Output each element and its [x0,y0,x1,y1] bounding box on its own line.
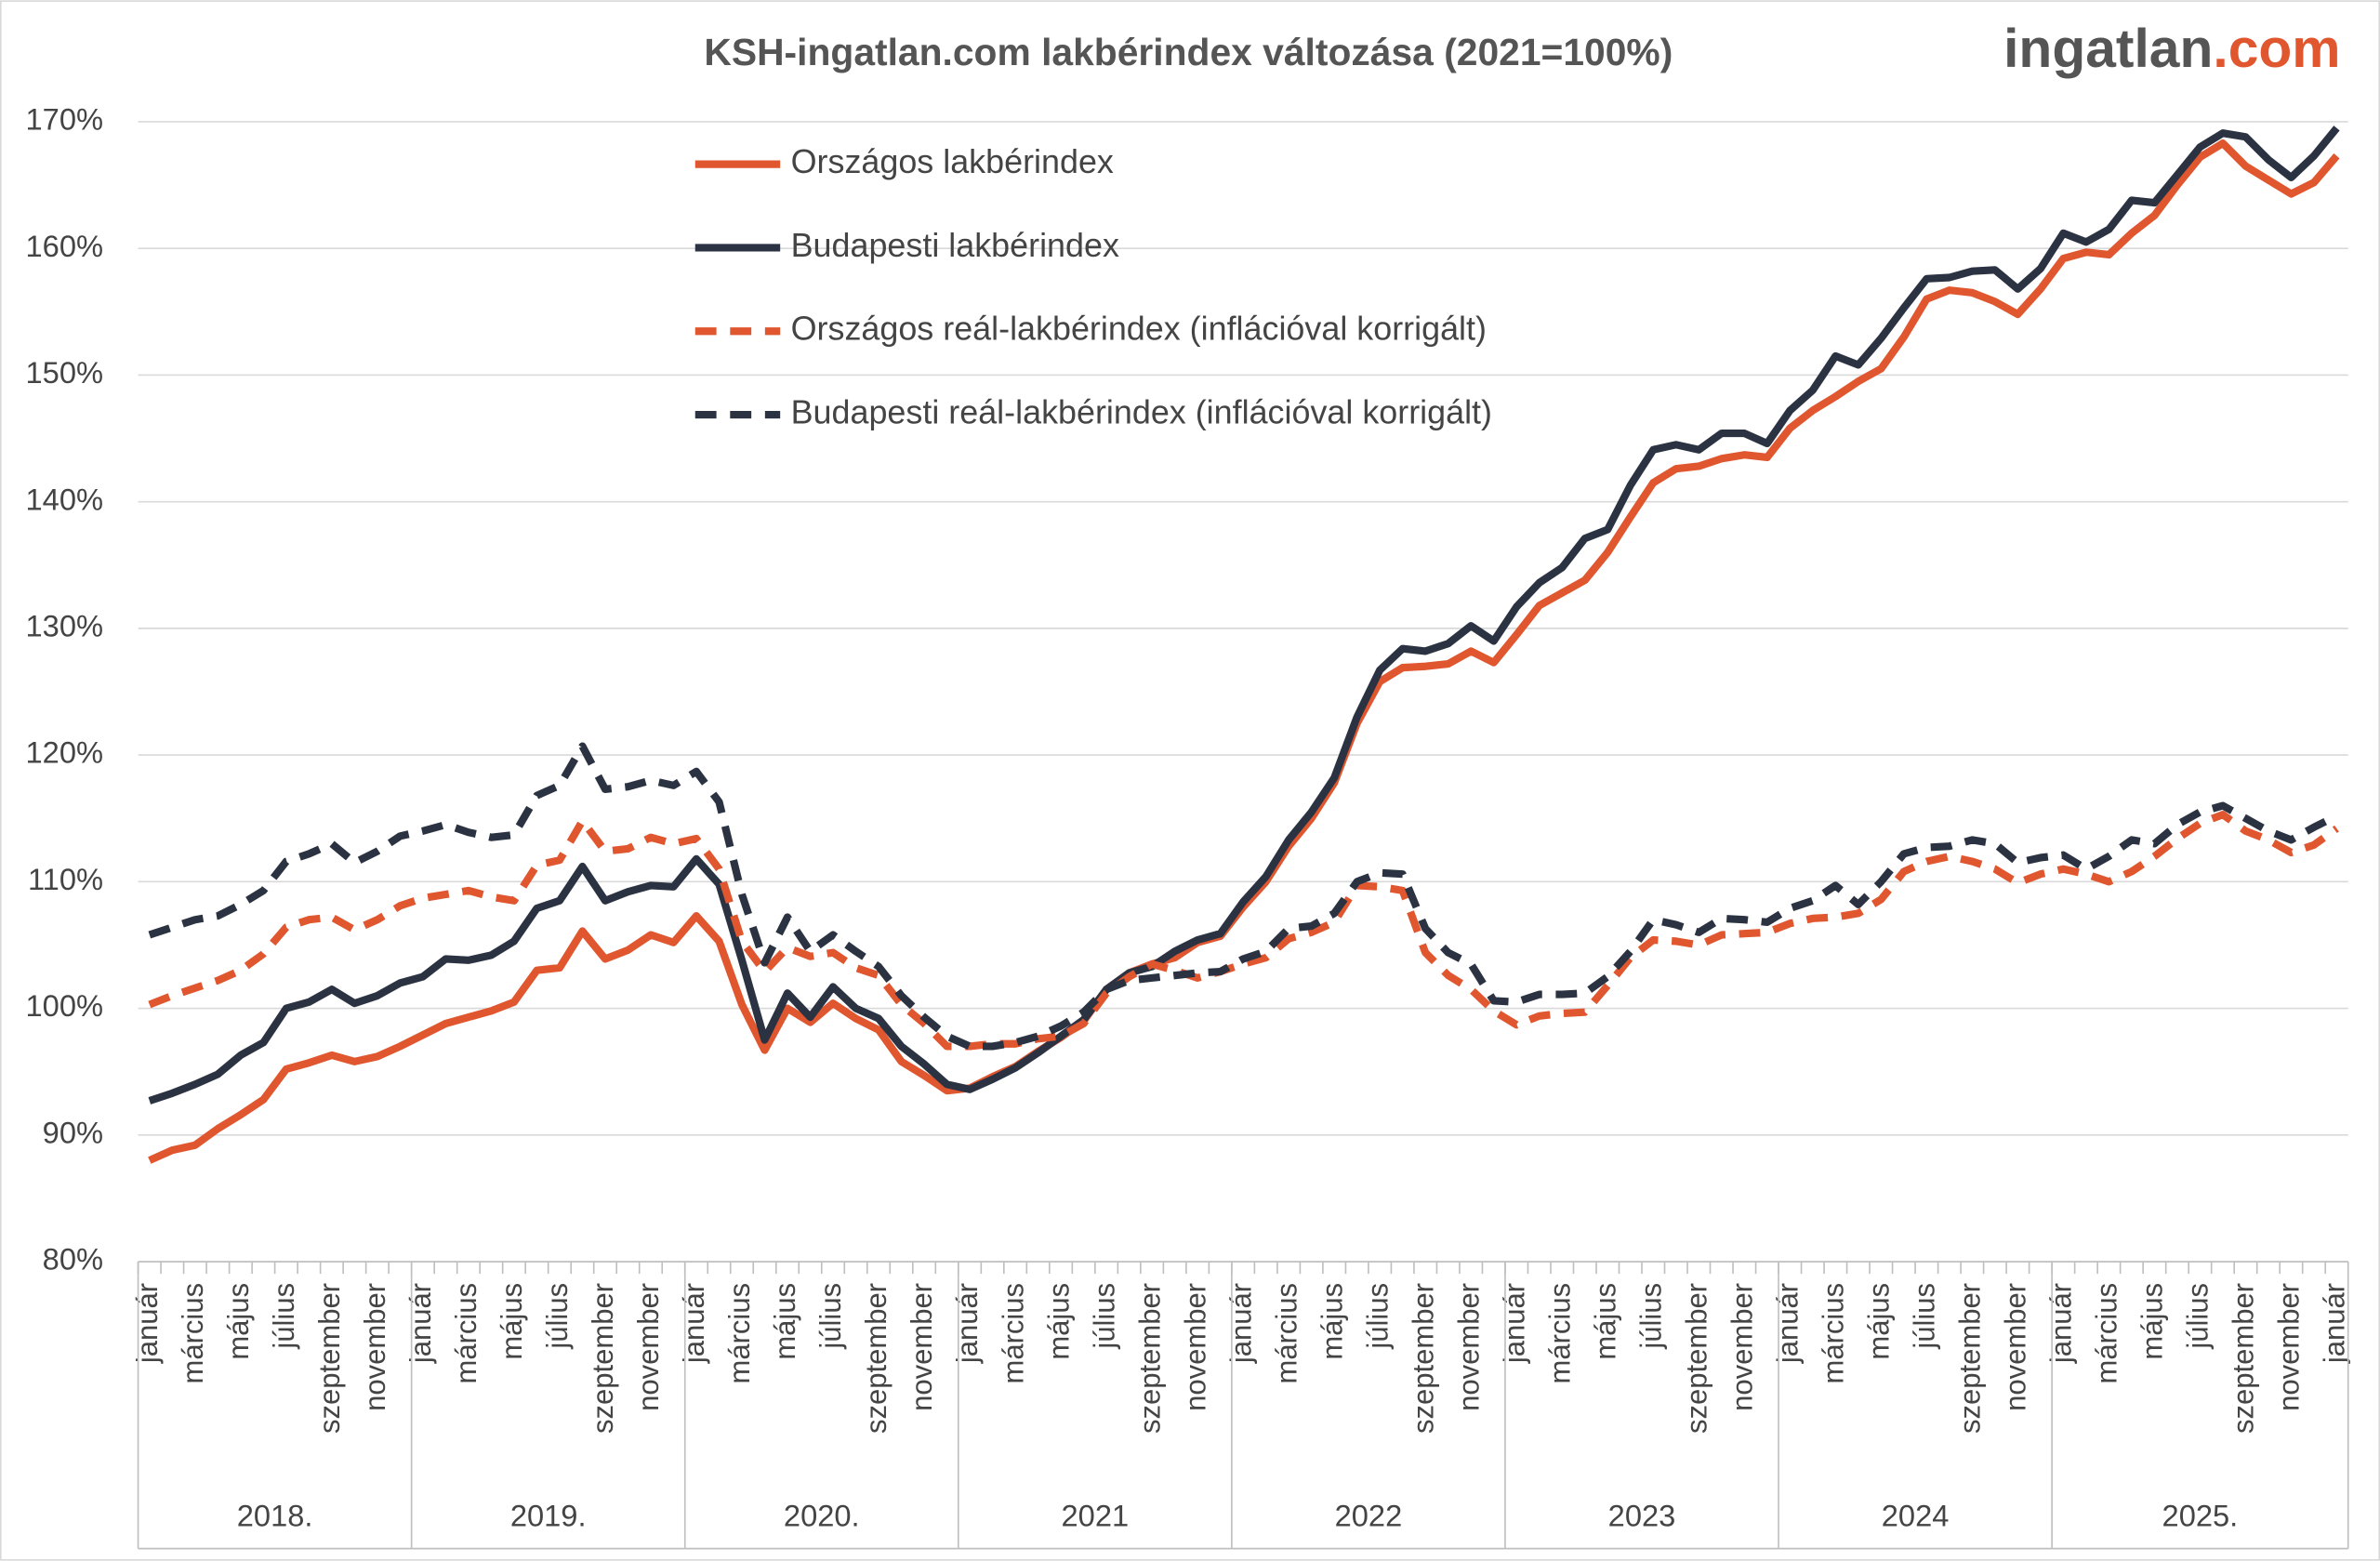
x-tick-label: november [359,1283,391,1411]
x-tick-label: január [951,1283,984,1364]
x-tick-label: január [2045,1283,2078,1364]
x-tick-label: május [1316,1283,1348,1360]
x-tick-label: november [906,1283,938,1411]
x-tick-label: július [814,1283,847,1350]
y-tick-label: 110% [28,862,103,896]
chart-title: KSH-ingatlan.com lakbérindex változása (… [704,31,1673,73]
y-tick-label: 90% [43,1115,103,1149]
x-tick-label: november [632,1283,665,1411]
y-tick-label: 160% [26,229,103,263]
x-tick-label: július [1088,1283,1120,1350]
y-tick-label: 100% [26,988,103,1023]
y-tick-label: 80% [43,1242,103,1277]
x-tick-label: május [496,1283,528,1360]
x-tick-label: szeptember [587,1283,619,1434]
x-tick-label: szeptember [313,1283,346,1434]
logo-name: ingatlan [2003,18,2213,78]
x-tick-label: november [2273,1283,2306,1411]
x-group-label: 2024 [1882,1499,1950,1533]
x-tick-label: november [2000,1283,2032,1411]
x-group-label: 2021 [1062,1499,1130,1533]
x-tick-label: január [1224,1283,1257,1364]
x-tick-label: július [268,1283,300,1350]
x-tick-label: január [131,1283,164,1364]
y-tick-label: 150% [26,355,103,390]
x-tick-label: május [1589,1283,1621,1360]
x-tick-label: szeptember [2228,1283,2260,1434]
x-tick-label: november [1726,1283,1758,1411]
y-tick-label: 140% [26,482,103,516]
legend-label: Országos reál-lakbérindex (inflációval k… [791,310,1487,348]
y-tick-label: 120% [26,735,103,770]
x-tick-label: március [450,1283,483,1384]
x-tick-label: szeptember [1407,1283,1439,1434]
series-line [148,742,2339,1051]
x-tick-label: január [1498,1283,1530,1364]
y-tick-label: 170% [26,102,103,137]
x-tick-label: július [541,1283,574,1350]
x-tick-label: május [222,1283,255,1360]
x-tick-label: július [1909,1283,1941,1350]
x-tick-label: január [404,1283,437,1364]
x-group-label: 2022 [1335,1499,1403,1533]
x-tick-label: május [1863,1283,1896,1360]
legend-label: Budapesti reál-lakbérindex (inflációval … [791,393,1492,431]
x-group-label: 2025. [2162,1499,2239,1533]
series-line [148,126,2340,1105]
x-tick-label: július [1361,1283,1394,1350]
x-tick-label: július [2182,1283,2215,1350]
legend-label: Országos lakbérindex [791,142,1114,180]
logo-suffix: .com [2213,18,2340,78]
x-tick-label: január [2319,1283,2351,1364]
x-tick-label: július [1634,1283,1667,1350]
x-tick-label: május [2136,1283,2169,1360]
x-tick-label: március [177,1283,209,1384]
x-tick-label: november [1179,1283,1211,1411]
x-tick-label: január [678,1283,710,1364]
y-tick-label: 130% [26,608,103,642]
x-tick-label: március [1543,1283,1576,1384]
x-tick-label: május [1042,1283,1075,1360]
x-tick-label: szeptember [860,1283,892,1434]
x-tick-label: március [2091,1283,2123,1384]
x-tick-label: január [1771,1283,1804,1364]
x-tick-label: március [997,1283,1029,1384]
series-line [148,811,2339,1051]
x-tick-label: március [723,1283,756,1384]
x-tick-label: március [1270,1283,1302,1384]
legend-label: Budapesti lakbérindex [791,226,1119,264]
x-tick-label: szeptember [1954,1283,1987,1434]
x-group-label: 2019. [510,1499,587,1533]
x-tick-label: március [1818,1283,1850,1384]
x-group-label: 2018. [237,1499,313,1533]
x-tick-label: szeptember [1680,1283,1712,1434]
x-group-label: 2020. [784,1499,860,1533]
logo: ingatlan.com [2003,18,2340,78]
x-tick-label: május [769,1283,801,1360]
x-group-label: 2023 [1608,1499,1676,1533]
x-tick-label: szeptember [1133,1283,1166,1434]
x-tick-label: november [1452,1283,1485,1411]
